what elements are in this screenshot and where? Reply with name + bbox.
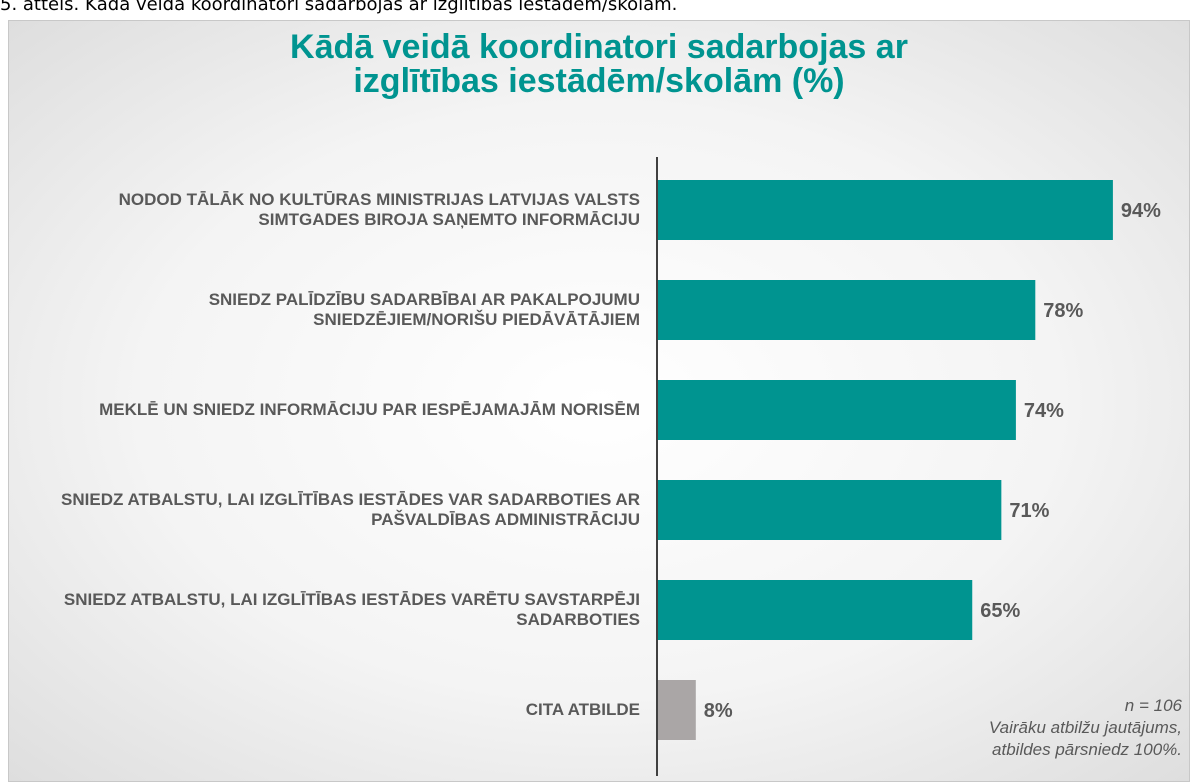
caption: 5. attēls. Kādā veidā koordinatori sadar… <box>0 0 678 15</box>
bar <box>657 180 1113 240</box>
value-label: 8% <box>704 700 733 722</box>
bar <box>657 580 973 640</box>
note: n = 106 <box>1125 696 1183 715</box>
category-label: CITA ATBILDE <box>525 700 640 719</box>
category-label: SNIEDZ ATBALSTU, LAI IZGLĪTĪBAS IESTĀDES… <box>61 490 640 529</box>
value-label: 65% <box>980 600 1020 622</box>
value-label: 94% <box>1121 200 1161 222</box>
note: atbildes pārsniedz 100%. <box>992 740 1182 759</box>
bar <box>657 680 696 740</box>
chart-title: Kādā veidā koordinatori sadarbojas ar iz… <box>290 28 908 100</box>
value-label: 74% <box>1024 400 1064 422</box>
bar <box>657 280 1036 340</box>
category-label: SNIEDZ ATBALSTU, LAI IZGLĪTĪBAS IESTĀDES… <box>63 590 640 629</box>
category-label: NODOD TĀLĀK NO KULTŪRAS MINISTRIJAS LATV… <box>118 190 640 229</box>
bar <box>657 480 1002 540</box>
bar <box>657 380 1016 440</box>
value-label: 78% <box>1043 300 1083 322</box>
category-label: MEKLĒ UN SNIEDZ INFORMĀCIJU PAR IESPĒJAM… <box>99 400 640 419</box>
category-label: SNIEDZ PALĪDZĪBU SADARBĪBAI AR PAKALPOJU… <box>208 290 640 329</box>
value-label: 71% <box>1009 500 1049 522</box>
note: Vairāku atbilžu jautājums, <box>989 718 1182 737</box>
